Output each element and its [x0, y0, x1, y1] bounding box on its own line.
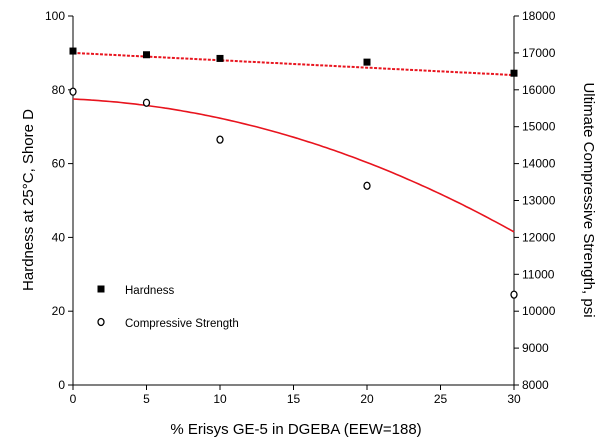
y-right-tick-label: 12000	[522, 230, 556, 244]
y-left-axis-title: Hardness at 25°C, Shore D	[20, 109, 37, 291]
x-tick-label: 5	[143, 392, 150, 406]
y-left-tick-label: 20	[52, 304, 66, 318]
y-right-tick-label: 14000	[522, 157, 556, 171]
compressive-strength-point	[69, 87, 77, 96]
y-right-tick-label: 8000	[522, 378, 549, 392]
y-left-tick-label: 80	[52, 83, 66, 97]
hardness-fit-line	[72, 51, 515, 76]
y-right-tick-label: 17000	[522, 46, 556, 60]
hardness-point	[216, 54, 224, 62]
y-left-tick-label: 100	[45, 9, 65, 23]
x-tick-label: 0	[70, 392, 77, 406]
hardness-point	[510, 69, 518, 77]
x-tick-label: 20	[360, 392, 374, 406]
y-left-tick-label: 0	[58, 378, 65, 392]
hardness-point	[363, 58, 371, 66]
y-right-tick-label: 15000	[522, 120, 556, 134]
x-tick-label: 25	[434, 392, 448, 406]
compressive-strength-point	[142, 98, 151, 107]
legend: Hardness Compressive Strength	[97, 285, 239, 330]
compressive-strength-point	[510, 290, 518, 299]
compressive-strength-point	[363, 181, 371, 190]
hardness-point	[69, 47, 77, 55]
y-left-tick-label: 60	[52, 157, 66, 171]
y-left-tick-label: 40	[52, 230, 66, 244]
y-right-tick-label: 16000	[522, 83, 556, 97]
x-axis-title: % Erisys GE-5 in DGEBA (EEW=188)	[170, 421, 421, 438]
hardness-point	[143, 51, 150, 59]
legend-marker	[97, 317, 105, 327]
x-tick-label: 15	[287, 392, 301, 406]
compressive-strength-point	[216, 135, 224, 144]
y-right-tick-label: 11000	[522, 267, 555, 281]
x-tick-label: 30	[507, 392, 521, 406]
fit-lines	[72, 51, 515, 233]
x-tick-label: 10	[213, 392, 227, 406]
y-right-tick-label: 10000	[522, 304, 556, 318]
axes: 0 5 10 15 20 25 30 0 20 40 60 80 100 8000 9000 10000 110…	[45, 9, 556, 406]
legend-label: Compressive Strength	[125, 318, 239, 330]
y-right-tick-label: 18000	[522, 9, 556, 23]
compressive-strength-fit-line	[72, 98, 515, 233]
legend-marker	[97, 285, 105, 293]
y-right-tick-label: 9000	[522, 341, 549, 355]
y-right-tick-label: 13000	[522, 194, 556, 208]
legend-label: Hardness	[125, 285, 174, 297]
y-right-axis-title: Ultimate Compressive Strength, psi	[580, 82, 597, 317]
data-markers	[69, 47, 518, 299]
